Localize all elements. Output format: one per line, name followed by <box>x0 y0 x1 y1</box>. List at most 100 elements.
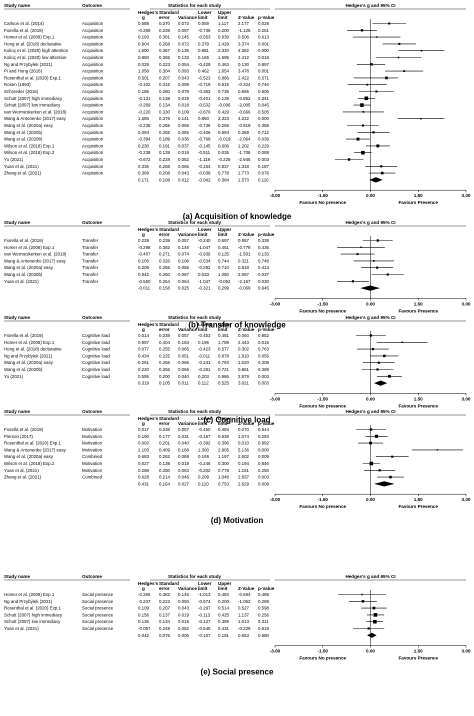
z-value: 1.318 <box>238 164 250 169</box>
variance-value: 0.052 <box>178 157 190 162</box>
upper-limit-value: 0.125 <box>218 252 230 257</box>
study-name: Wang et al. (2020a) easy <box>4 454 54 459</box>
col-header-ll-1: Lower <box>198 10 212 15</box>
effect-marker <box>388 374 391 378</box>
col-header-p: p-Value <box>258 327 275 332</box>
lower-limit-value: -0.545 <box>198 626 211 631</box>
effect-marker <box>372 606 376 610</box>
hedges-g-value: 0.002 <box>138 441 150 446</box>
variance-value: 0.146 <box>178 245 190 250</box>
effect-marker <box>386 273 389 276</box>
study-name: Yuan et al. (2021) <box>4 279 39 284</box>
std-error-value: 0.254 <box>159 279 171 284</box>
outcome: Cognitive load <box>82 333 110 338</box>
outcome: Cognitive load <box>82 347 110 352</box>
study-name: Fiorella et al. (2019) <box>4 28 44 33</box>
hedges-g-value: 0.220 <box>138 367 150 372</box>
outcome: Acquisition <box>82 150 104 155</box>
upper-limit-value: 0.396 <box>218 441 230 446</box>
p-value: 0.003 <box>258 157 270 162</box>
x-tick-label: 0.00 <box>366 193 375 198</box>
variance-value: 0.069 <box>178 454 190 459</box>
upper-limit-value: 0.425 <box>218 612 230 617</box>
summary-diamond <box>369 177 383 183</box>
col-header-ll-2: limit <box>198 586 208 591</box>
col-header-plot: Hedges's g and 95% CI <box>345 3 395 8</box>
hedges-g-value: -0.237 <box>138 599 151 604</box>
hedges-g-value: 0.190 <box>138 434 150 439</box>
std-error-value: 0.238 <box>159 427 171 432</box>
lower-limit-value: 0.059 <box>198 21 210 26</box>
x-tick-label: 3.00 <box>462 301 471 306</box>
lower-limit-value: 0.462 <box>198 69 210 74</box>
effect-marker <box>391 455 394 458</box>
variance-value: 0.066 <box>178 360 190 365</box>
p-value: 0.580 <box>258 633 270 638</box>
lower-limit-value: -0.297 <box>198 606 211 611</box>
variance-value: 0.018 <box>178 619 190 624</box>
lower-limit-value: -0.164 <box>198 164 211 169</box>
hedges-g-value: 0.261 <box>138 360 150 365</box>
p-value: 0.001 <box>258 69 270 74</box>
outcome: Transfer <box>82 265 99 270</box>
lower-limit-value: -0.450 <box>198 427 211 432</box>
hedges-g-value: -0.269 <box>138 103 151 108</box>
lower-limit-value: -0.042 <box>198 177 211 182</box>
effect-marker <box>367 627 370 630</box>
study-name: Hong et al. (2018) declarative <box>4 347 62 352</box>
upper-limit-value: 1.050 <box>218 272 230 277</box>
z-value: 1.573 <box>238 177 250 182</box>
variance-value: 0.065 <box>178 367 190 372</box>
std-error-value: 0.138 <box>159 96 171 101</box>
outcome: Transfer <box>82 238 99 243</box>
variance-value: 0.019 <box>178 150 190 155</box>
favours-right-label: Favours Presence <box>398 200 438 205</box>
col-header-variance: Variance <box>178 421 197 426</box>
variance-value: 0.065 <box>178 265 190 270</box>
col-header-plot: Hedges's g and 95% CI <box>345 409 395 414</box>
x-tick-label: 1.50 <box>414 396 423 401</box>
outcome: Acquisition <box>82 143 104 148</box>
z-value: 3.374 <box>238 41 250 46</box>
std-error-value: 0.304 <box>159 69 171 74</box>
upper-limit-value: 0.481 <box>218 333 230 338</box>
lower-limit-value: -0.292 <box>198 265 211 270</box>
study-name: Homer et al. (2008) Exp.1 <box>4 592 55 597</box>
lower-limit-value: -0.453 <box>198 333 211 338</box>
upper-limit-value: -0.019 <box>218 137 231 142</box>
outcome: Acquisition <box>82 41 104 46</box>
std-error-value: 0.256 <box>159 360 171 365</box>
lower-limit-value: -1.013 <box>198 592 211 597</box>
study-name: Wang et al. (2020b) <box>4 130 43 135</box>
std-error-value: 0.158 <box>159 286 171 291</box>
std-error-value: 0.262 <box>159 454 171 459</box>
effect-marker <box>347 158 351 161</box>
z-value: 4.362 <box>238 48 250 53</box>
study-name: Schutt (2007) low immediacy <box>4 619 61 624</box>
effect-marker <box>388 22 391 25</box>
hedges-g-value: 0.077 <box>138 347 150 352</box>
lower-limit-value: -0.719 <box>198 82 211 87</box>
outcome: Combined <box>82 454 103 459</box>
z-value: 3.021 <box>238 381 250 386</box>
effect-marker <box>375 90 378 93</box>
x-tick-label: -1.50 <box>318 649 329 654</box>
variance-value: 0.073 <box>178 21 190 26</box>
effect-marker <box>373 613 378 617</box>
x-tick-label: 0.00 <box>366 396 375 401</box>
std-error-value: 0.255 <box>159 123 171 128</box>
z-value: 1.013 <box>238 619 250 624</box>
variance-value: 0.109 <box>178 109 190 114</box>
upper-limit-value: 0.710 <box>218 265 230 270</box>
lower-limit-value: -0.401 <box>198 96 211 101</box>
hedges-g-value: -0.238 <box>138 150 151 155</box>
effect-marker <box>420 49 423 52</box>
effect-marker <box>372 131 375 134</box>
hedges-g-value: 0.588 <box>138 21 150 26</box>
p-value: 0.992 <box>258 441 270 446</box>
col-header-plot: Hedges's g and 95% CI <box>345 220 395 225</box>
col-header-study: Study name <box>4 220 30 225</box>
outcome: Transfer <box>82 245 99 250</box>
x-tick-label: 3.00 <box>462 193 471 198</box>
effect-marker <box>383 354 386 358</box>
